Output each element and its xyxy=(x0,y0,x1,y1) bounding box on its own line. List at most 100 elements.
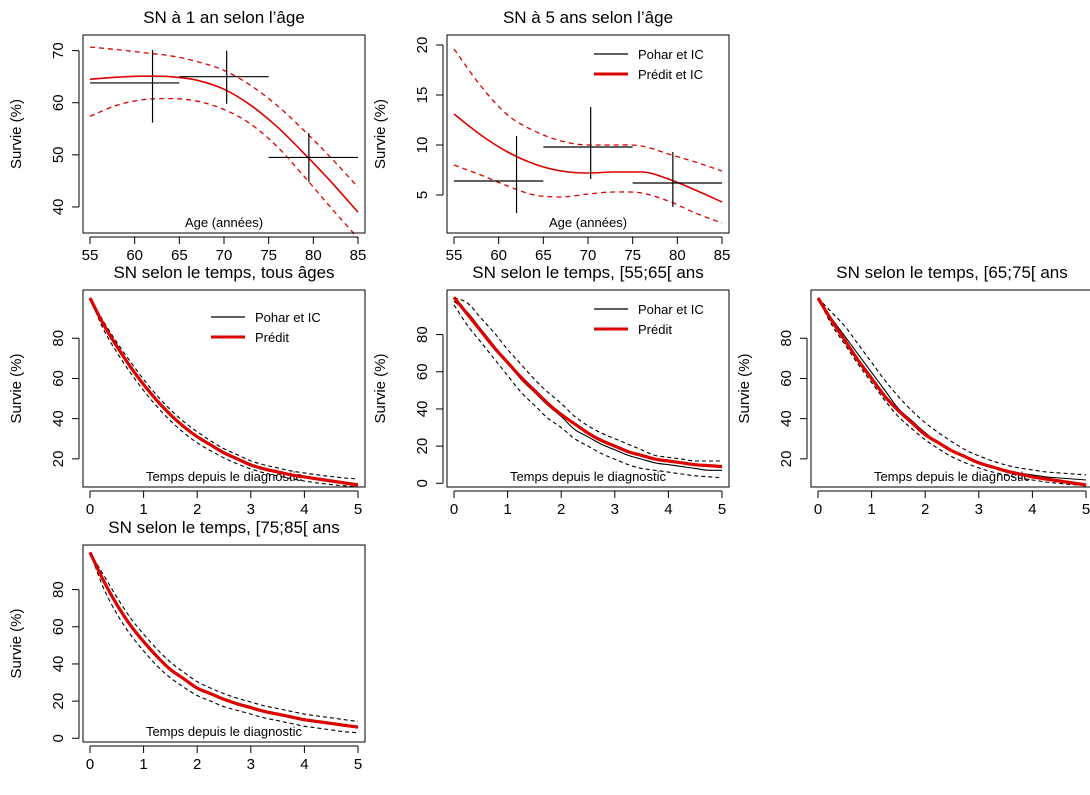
x-tick-label: 2 xyxy=(193,756,201,773)
predicted-ci-upper-line xyxy=(89,46,359,188)
plot-frame xyxy=(82,544,366,743)
x-tick-label: 4 xyxy=(300,756,308,773)
x-axis: 0 1 2 3 4 5 xyxy=(450,490,726,518)
y-tick-label: 15 xyxy=(414,87,431,104)
y-tick-label: 0 xyxy=(50,734,67,742)
x-axis-label: Temps depuis le diagnostic xyxy=(510,469,667,484)
y-tick-label: 50 xyxy=(50,146,67,163)
y-tick-label: 40 xyxy=(50,199,67,216)
x-axis-label: Age (années) xyxy=(185,215,263,230)
y-tick-label: 20 xyxy=(778,451,795,468)
x-tick-label: 60 xyxy=(126,247,143,264)
x-tick-label: 5 xyxy=(354,756,362,773)
y-tick-label: 60 xyxy=(50,94,67,111)
observed-curve xyxy=(453,300,722,471)
x-axis: 0 1 2 3 4 5 xyxy=(86,745,362,773)
chart-panel-5: SN selon le temps, [65;75[ ans Survie (%)… xyxy=(736,263,1090,518)
ci-lower-curve xyxy=(817,297,1087,486)
pohar-estimate-1 xyxy=(90,50,180,123)
x-tick-label: 70 xyxy=(580,247,597,264)
plot-data xyxy=(816,297,1087,487)
y-axis-label: Survie (%) xyxy=(8,353,25,423)
plot-data xyxy=(453,48,723,224)
x-tick-label: 55 xyxy=(446,247,463,264)
y-tick-label: 60 xyxy=(778,370,795,387)
y-tick-label: 0 xyxy=(414,479,431,487)
y-axis-label: Survie (%) xyxy=(372,353,389,423)
y-tick-label: 40 xyxy=(414,401,431,418)
observed-curve xyxy=(89,297,359,486)
predicted-curve xyxy=(452,296,723,469)
observed-curve xyxy=(89,552,359,729)
y-axis-label: Survie (%) xyxy=(736,353,753,423)
plot-frame xyxy=(82,34,366,234)
x-tick-label: 3 xyxy=(611,501,619,518)
y-axis: 20 40 60 80 xyxy=(50,330,80,468)
chart-title: SN à 5 ans selon l’âge xyxy=(503,8,673,27)
x-tick-label: 1 xyxy=(139,501,147,518)
predicted-curve xyxy=(88,551,359,729)
y-tick-label: 40 xyxy=(778,410,795,427)
plot-data xyxy=(89,46,359,239)
pohar-estimate-2 xyxy=(179,50,269,104)
x-tick-label: 85 xyxy=(714,247,731,264)
ci-upper-curve xyxy=(453,296,722,462)
ci-lower-curve xyxy=(89,297,359,488)
x-tick-label: 0 xyxy=(86,756,94,773)
y-axis: 0 20 40 60 80 xyxy=(50,581,80,742)
x-axis-label: Age (années) xyxy=(549,215,627,230)
predicted-ci-lower-line xyxy=(453,164,723,224)
x-tick-label: 5 xyxy=(354,501,362,518)
x-tick-label: 55 xyxy=(82,247,99,264)
predicted-estimate-line xyxy=(89,75,359,213)
x-axis: 55 60 65 70 75 80 85 xyxy=(82,236,367,264)
plot-data xyxy=(88,297,359,488)
chart-panel-1: SN à 1 an selon l’âge Survie (%) Age (anné… xyxy=(8,8,366,264)
chart-title: SN selon le temps, [75;85[ ans xyxy=(108,518,340,537)
x-tick-label: 0 xyxy=(86,501,94,518)
y-axis: 5 10 15 20 xyxy=(414,37,444,199)
legend-label: Pohar et IC xyxy=(638,302,704,317)
predicted-curve xyxy=(88,297,359,487)
x-axis: 0 1 2 3 4 5 xyxy=(86,490,362,518)
x-axis-label: Temps depuis le diagnostic xyxy=(874,469,1031,484)
y-tick-label: 60 xyxy=(50,618,67,635)
x-tick-label: 3 xyxy=(247,501,255,518)
pohar-estimate-3 xyxy=(268,132,358,182)
x-tick-label: 4 xyxy=(664,501,672,518)
y-tick-label: 80 xyxy=(414,326,431,343)
y-axis-label: Survie (%) xyxy=(8,608,25,678)
predicted-estimate-line xyxy=(453,113,723,203)
x-tick-label: 85 xyxy=(350,247,367,264)
chart-title: SN selon le temps, [65;75[ ans xyxy=(836,263,1068,282)
x-axis: 0 1 2 3 4 5 xyxy=(814,490,1090,518)
x-tick-label: 2 xyxy=(193,501,201,518)
chart-title: SN selon le temps, [55;65[ ans xyxy=(472,263,704,282)
x-tick-label: 1 xyxy=(867,501,875,518)
legend: Pohar et IC Prédit xyxy=(594,302,704,337)
plot-frame xyxy=(82,289,366,488)
y-tick-label: 20 xyxy=(50,451,67,468)
x-tick-label: 0 xyxy=(814,501,822,518)
ci-upper-curve xyxy=(817,297,1087,476)
x-tick-label: 4 xyxy=(300,501,308,518)
x-tick-label: 5 xyxy=(718,501,726,518)
predicted-curve xyxy=(816,297,1087,487)
legend-label: Pohar et IC xyxy=(638,47,704,62)
plot-frame xyxy=(446,34,730,234)
plot-frame xyxy=(446,289,730,488)
x-tick-label: 1 xyxy=(139,756,147,773)
legend-label: Pohar et IC xyxy=(255,310,321,325)
x-tick-label: 1 xyxy=(503,501,511,518)
x-tick-label: 65 xyxy=(535,247,552,264)
ci-upper-curve xyxy=(89,552,359,723)
plot-data xyxy=(452,296,723,479)
x-tick-label: 70 xyxy=(216,247,233,264)
x-tick-label: 2 xyxy=(921,501,929,518)
y-axis: 40 50 60 70 xyxy=(50,42,80,216)
x-tick-label: 65 xyxy=(171,247,188,264)
x-tick-label: 5 xyxy=(1082,501,1090,518)
y-tick-label: 70 xyxy=(50,42,67,59)
